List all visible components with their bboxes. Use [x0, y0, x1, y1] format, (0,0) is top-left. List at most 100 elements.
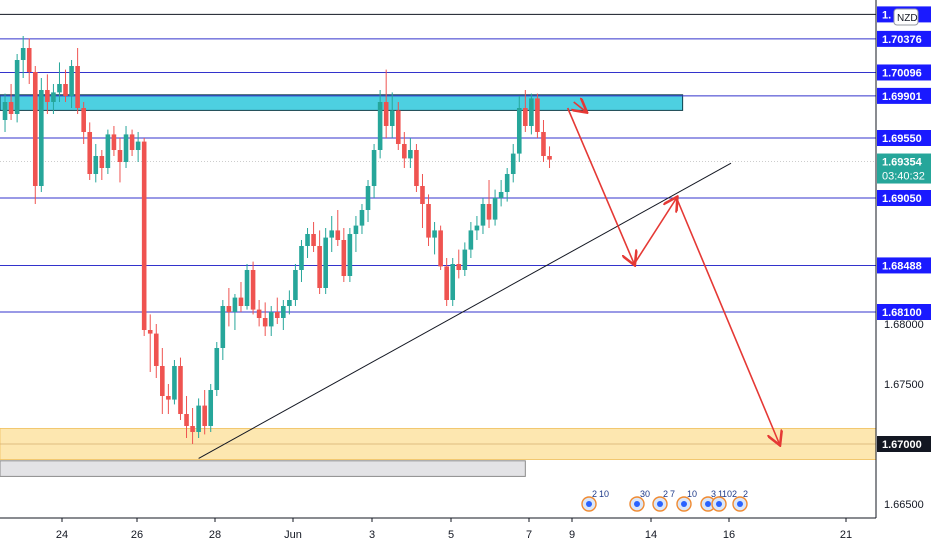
projection-top-arrow[interactable]	[574, 102, 586, 112]
candle[interactable]	[377, 90, 383, 159]
candle[interactable]	[129, 129, 135, 156]
candle[interactable]	[190, 408, 195, 444]
level-tag[interactable]	[877, 190, 931, 206]
candle[interactable]	[510, 144, 516, 183]
level-tag[interactable]	[877, 87, 931, 104]
candle[interactable]	[93, 144, 99, 183]
candle[interactable]	[39, 78, 44, 192]
candle[interactable]	[256, 300, 262, 327]
candle[interactable]	[323, 228, 328, 294]
candle[interactable]	[293, 264, 298, 306]
candle[interactable]	[529, 93, 534, 135]
candle[interactable]	[8, 84, 14, 120]
candle[interactable]	[492, 189, 498, 226]
candle[interactable]	[414, 144, 419, 192]
candle[interactable]	[111, 126, 117, 156]
candle[interactable]	[75, 48, 80, 114]
candle[interactable]	[547, 146, 552, 168]
candle[interactable]	[474, 216, 480, 240]
candle[interactable]	[516, 96, 522, 162]
economic-event-icon[interactable]: 30	[629, 489, 650, 512]
candle[interactable]	[117, 138, 123, 183]
resistance-zone[interactable]	[0, 94, 684, 111]
candle[interactable]	[402, 132, 407, 168]
candle[interactable]	[268, 306, 274, 336]
level-tag[interactable]	[877, 304, 931, 320]
candle[interactable]	[63, 69, 68, 102]
candle[interactable]	[432, 222, 437, 255]
candle[interactable]	[347, 228, 353, 282]
candle[interactable]	[504, 168, 510, 202]
economic-event-icon[interactable]: 102	[711, 489, 737, 512]
candle[interactable]	[468, 222, 474, 258]
candle[interactable]	[250, 261, 256, 315]
ascending-trendline[interactable]	[198, 162, 732, 459]
projection-arrow[interactable]	[566, 107, 635, 264]
candle[interactable]	[26, 38, 32, 84]
projection-arrow[interactable]	[633, 198, 676, 265]
economic-event-icon[interactable]: 10	[676, 489, 697, 512]
economic-event-icon[interactable]: 2 10	[581, 489, 609, 512]
candle[interactable]	[105, 129, 111, 174]
candle[interactable]	[281, 300, 286, 330]
gray-range-box[interactable]	[0, 460, 526, 477]
last-price-tag[interactable]	[877, 153, 931, 184]
candle[interactable]	[353, 216, 359, 252]
candle[interactable]	[389, 92, 395, 138]
candle[interactable]	[87, 122, 93, 180]
candle[interactable]	[287, 290, 292, 315]
candle[interactable]	[184, 396, 189, 438]
candle[interactable]	[341, 228, 347, 282]
economic-event-icon[interactable]: 2	[732, 489, 748, 512]
candle[interactable]	[262, 302, 268, 336]
candle[interactable]	[535, 93, 540, 138]
candle[interactable]	[274, 297, 280, 324]
candle[interactable]	[196, 398, 201, 438]
candle[interactable]	[232, 294, 238, 330]
candle[interactable]	[2, 93, 8, 132]
candle[interactable]	[135, 132, 141, 162]
candle[interactable]	[480, 198, 486, 234]
candle[interactable]	[99, 150, 105, 180]
candle[interactable]	[438, 225, 443, 270]
candle[interactable]	[51, 84, 56, 114]
candle[interactable]	[486, 180, 492, 228]
candle[interactable]	[172, 360, 177, 405]
candle[interactable]	[45, 74, 50, 114]
candle[interactable]	[365, 180, 371, 222]
projection-arrow[interactable]	[675, 197, 780, 444]
level-tag[interactable]	[877, 30, 931, 47]
candle[interactable]	[69, 60, 74, 108]
candle[interactable]	[335, 210, 341, 246]
candle[interactable]	[329, 216, 335, 252]
candle[interactable]	[178, 357, 183, 420]
candle[interactable]	[444, 258, 449, 306]
level-tag[interactable]	[877, 436, 931, 452]
candle[interactable]	[202, 390, 207, 435]
candle[interactable]	[32, 66, 38, 204]
candle[interactable]	[57, 62, 62, 102]
candle[interactable]	[81, 102, 86, 144]
candle[interactable]	[238, 282, 244, 312]
candle[interactable]	[123, 126, 129, 168]
candle[interactable]	[456, 249, 462, 279]
candle[interactable]	[141, 138, 147, 336]
candle[interactable]	[14, 54, 20, 123]
level-tag[interactable]	[877, 130, 931, 146]
candle[interactable]	[153, 324, 159, 378]
candle[interactable]	[147, 314, 153, 372]
currency-badge[interactable]	[893, 8, 919, 26]
candle[interactable]	[20, 36, 26, 78]
candle[interactable]	[541, 120, 546, 162]
candle[interactable]	[371, 144, 377, 198]
candle[interactable]	[523, 90, 528, 132]
candle[interactable]	[450, 258, 456, 306]
candle[interactable]	[208, 384, 214, 432]
level-tag[interactable]	[877, 257, 931, 274]
candle[interactable]	[317, 230, 322, 294]
candle[interactable]	[160, 348, 165, 414]
candle[interactable]	[498, 180, 504, 207]
